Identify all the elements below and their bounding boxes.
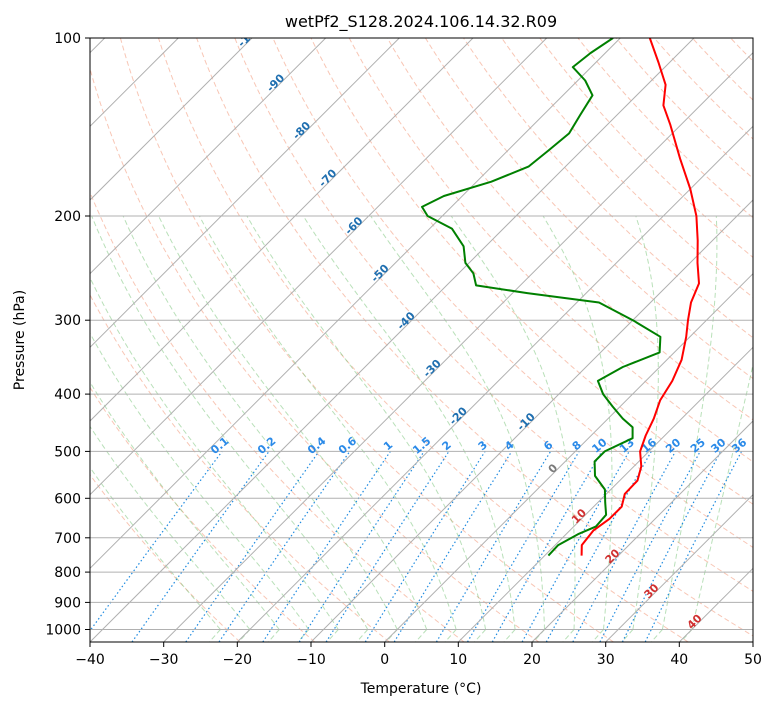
mixing-ratio-line: [491, 451, 603, 642]
x-tick-label: 0: [380, 652, 389, 668]
isotherm-line: [90, 38, 474, 422]
mixing-ratio-line: [218, 451, 351, 642]
isotherm-line: [310, 199, 753, 642]
mixing-ratio-line: [90, 451, 223, 632]
mixing-ratio-line: [572, 451, 677, 642]
isotherm-label: -100: [235, 21, 264, 50]
mixing-ratio-line: [364, 451, 486, 642]
dry-adiabat-line: [272, 38, 753, 548]
dry-adiabat-line: [90, 66, 540, 642]
y-tick-label: 900: [54, 595, 81, 611]
mixing-ratio-line: [545, 451, 652, 642]
x-axis-ticks: −40 −30 −20 −10 0 10 20 30 40 50: [75, 642, 762, 668]
isotherm-line: [236, 125, 753, 642]
dry-adiabat-line: [90, 190, 465, 642]
plot-frame: [89, 37, 754, 643]
y-tick-label: 300: [54, 313, 81, 329]
mixing-ratio-line: [131, 451, 270, 642]
chart-title: wetPf2_S128.2024.106.14.32.R09: [285, 12, 557, 32]
moist-adiabat-line: [90, 276, 339, 642]
y-tick-label: 200: [54, 209, 81, 225]
y-tick-label: 600: [54, 491, 81, 507]
isotherm-line: [90, 38, 695, 642]
dry-adiabat-line: [234, 38, 753, 592]
x-tick-label: −30: [149, 652, 179, 668]
dewpoint-profile-line: [421, 38, 662, 557]
y-tick-label: 800: [54, 565, 81, 581]
mixing-ratio-line: [521, 451, 630, 642]
dry-adiabat-line: [119, 38, 614, 642]
background-reference-lines: [90, 38, 753, 642]
x-tick-label: 50: [744, 652, 762, 668]
x-tick-label: 20: [523, 652, 541, 668]
mixing-ratio-line: [393, 451, 513, 642]
isotherm-line: [90, 38, 621, 570]
y-tick-label: 500: [54, 444, 81, 460]
x-tick-label: −20: [223, 652, 253, 668]
y-tick-label: 100: [54, 31, 81, 47]
mixing-ratio-line: [466, 451, 580, 642]
moist-adiabat-line: [158, 215, 428, 642]
dry-adiabat-line: [424, 38, 753, 380]
dry-adiabat-line: [539, 38, 753, 258]
y-axis-label: Pressure (hPa): [12, 290, 28, 390]
dry-adiabat-line: [158, 38, 689, 642]
moist-adiabat-line: [302, 215, 516, 642]
isotherm-line: [605, 493, 753, 642]
y-tick-label: 1000: [45, 623, 81, 639]
x-tick-label: 30: [597, 652, 615, 668]
y-tick-label: 400: [54, 387, 81, 403]
x-tick-label: 10: [449, 652, 467, 668]
dry-adiabat-line: [463, 38, 753, 339]
isotherm-line: [384, 272, 753, 642]
dry-adiabat-line: [90, 473, 241, 642]
x-tick-label: −40: [75, 652, 105, 668]
x-axis-label: Temperature (°C): [360, 681, 482, 697]
pressure-grid: [90, 38, 753, 630]
moist-adiabat-line: [650, 215, 718, 642]
x-tick-label: −10: [296, 652, 326, 668]
profile-series: [421, 38, 700, 557]
y-tick-label: 700: [54, 531, 81, 547]
dry-adiabat-line: [310, 38, 753, 505]
temperature-profile-line: [580, 38, 700, 556]
isotherm-line: [163, 51, 753, 642]
isotherm-line: [90, 38, 253, 201]
isotherm-line: [90, 38, 548, 496]
dry-adiabat-line: [90, 293, 390, 642]
isotherm-line: [90, 38, 327, 275]
dry-adiabat-line: [348, 38, 753, 463]
isotherm-line: [531, 420, 753, 642]
x-tick-label: 40: [670, 652, 688, 668]
mixing-ratio-line: [435, 451, 552, 642]
isotherm-line: [457, 346, 753, 642]
dry-adiabat-line: [90, 386, 316, 642]
y-axis-ticks: 1000 900 800 700 600 500 400 300 200 100: [45, 31, 90, 639]
mixing-ratio-line: [325, 451, 450, 642]
isotherm-line: [90, 38, 400, 349]
